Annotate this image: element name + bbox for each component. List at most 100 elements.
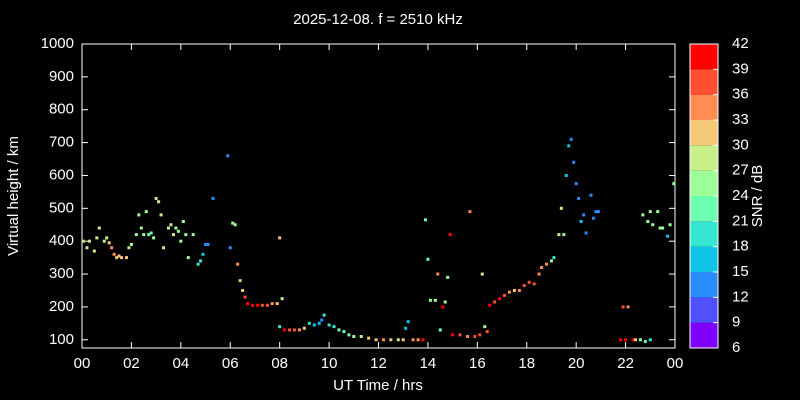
data-point [512,288,516,292]
data-point [436,272,440,276]
data-point [270,302,274,306]
data-point [483,325,487,329]
x-tick-label: 14 [420,355,437,372]
y-tick-label: 700 [49,134,74,151]
data-point [233,223,237,227]
data-point [582,213,586,217]
data-point [139,226,143,230]
data-point [537,272,541,276]
data-point [367,336,371,340]
x-tick-label: 06 [222,355,239,372]
colorbar-band [690,69,718,95]
data-point [246,302,250,306]
data-point [302,326,306,330]
data-point [522,284,526,288]
data-point [579,219,583,223]
data-point [115,256,119,260]
data-point [260,303,264,307]
data-point [633,338,637,342]
x-axis-label: UT Time / hrs [333,377,423,394]
x-tick-label: 00 [74,355,91,372]
data-point [142,233,146,237]
data-point [545,262,549,266]
data-point [92,249,96,253]
colorbar-tick-label: 33 [732,111,749,128]
data-point [656,210,660,214]
x-tick-label: 20 [568,355,585,372]
data-point [596,210,600,214]
data-point [589,193,593,197]
data-point [559,206,563,210]
data-point [127,246,131,250]
data-point [672,182,676,186]
data-point [507,290,511,294]
data-point [458,333,462,337]
data-point [423,218,427,222]
data-point [552,256,556,260]
data-point [503,293,507,297]
data-point [144,210,148,214]
colorbar-tick-label: 39 [732,60,749,77]
data-point [206,242,210,246]
colorbar-tick-label: 30 [732,136,749,153]
data-point [265,303,269,307]
data-point [243,295,247,299]
data-point [443,300,447,304]
data-point [238,279,242,283]
data-point [250,303,254,307]
data-point [176,229,180,233]
data-point [85,246,89,250]
data-point [201,252,205,256]
y-tick-label: 900 [49,68,74,85]
colorbar-label: SNR / dB [749,165,766,228]
data-point [619,338,623,342]
y-tick-label: 300 [49,265,74,282]
plot-frame [81,43,676,349]
data-point [404,326,408,330]
data-point [406,320,410,324]
data-point [549,259,553,263]
data-point [196,262,200,266]
data-point [374,338,378,342]
data-point [564,173,568,177]
colorbar-band [690,272,718,298]
data-point [631,338,635,342]
data-point [236,262,240,266]
data-point [661,226,665,230]
colorbar-band [690,94,718,120]
data-point [102,239,106,243]
data-point [389,338,393,342]
data-point [226,154,230,158]
y-tick-label: 1000 [41,35,74,52]
data-point [159,213,163,217]
data-point [641,213,645,217]
colorbar-band [690,145,718,171]
y-axis-label: Virtual height / km [5,136,22,256]
data-point [473,334,477,338]
data-point [228,246,232,250]
colorbar-tick-label: 6 [732,339,740,356]
data-point [401,338,405,342]
data-point [327,323,331,327]
data-point [396,338,400,342]
data-point [342,330,346,334]
colorbar-band [690,170,718,196]
data-point [280,297,284,301]
data-point [347,333,351,337]
data-point [493,300,497,304]
data-point [441,305,445,309]
data-point [112,252,116,256]
y-tick-label: 600 [49,166,74,183]
data-point [426,257,430,261]
data-point [381,338,385,342]
data-point [643,339,647,343]
data-point [594,210,598,214]
data-point [577,196,581,200]
data-point [154,196,158,200]
data-point [292,328,296,332]
colorbar-tick-label: 42 [732,35,749,52]
data-point [157,200,161,204]
data-point [278,325,282,329]
data-point [574,182,578,186]
data-point [166,226,170,230]
